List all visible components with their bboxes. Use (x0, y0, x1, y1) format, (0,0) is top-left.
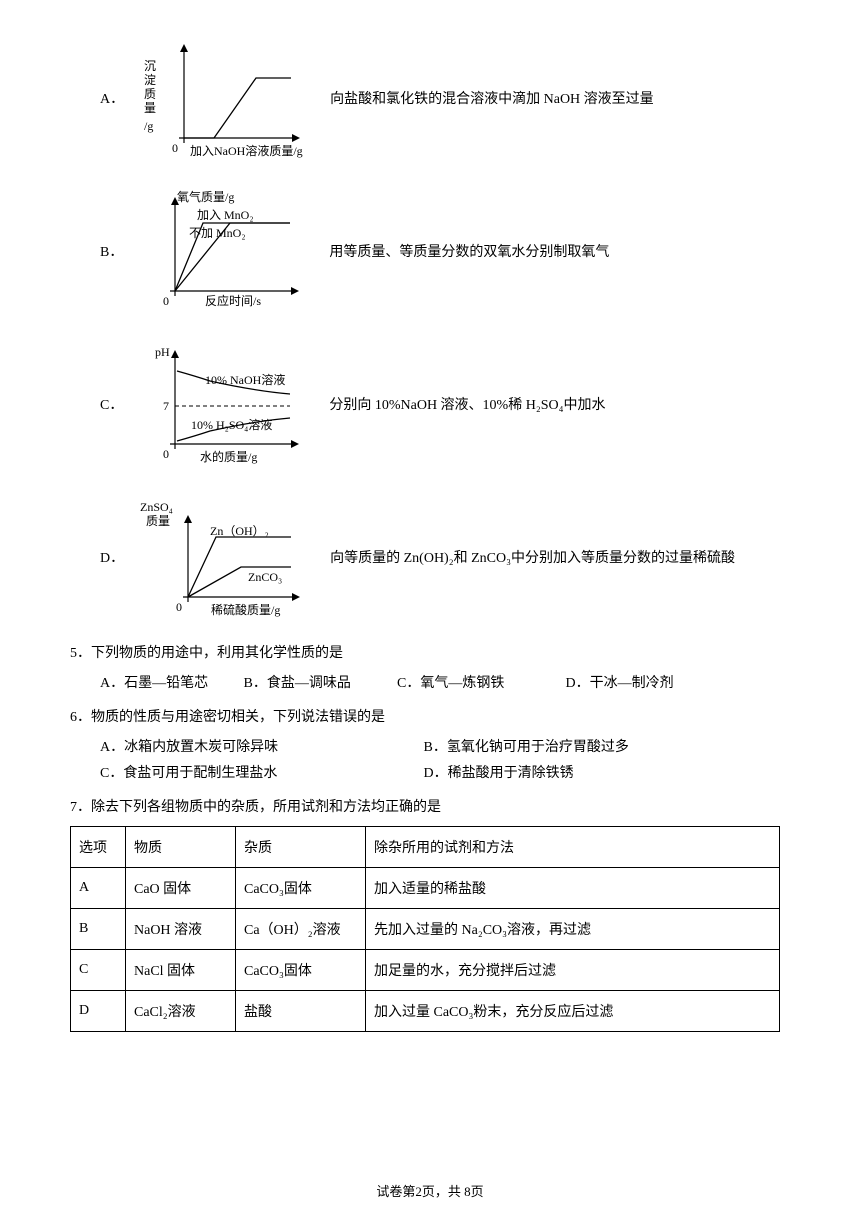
q6-stem: 6．物质的性质与用途密切相关，下列说法错误的是 (70, 706, 800, 726)
th-1: 物质 (126, 827, 236, 868)
option-b-row: B． 氧气质量/g 加入 MnO₂ 不加 MnO₂ 0 反应时间/s 用等质量、… (100, 183, 800, 318)
q6-a: A．冰箱内放置木炭可除异味 (100, 736, 420, 756)
option-c-row: C． pH 7 10% NaOH溶液 10% H₂SO₄溶液 0 水的质量/g … (100, 336, 800, 471)
page-footer: 试卷第2页，共 8页 (0, 1181, 860, 1200)
q5-b: B．食盐—调味品 (244, 672, 394, 692)
svg-text:10% H₂SO₄溶液: 10% H₂SO₄溶液 (191, 417, 272, 432)
q6-c: C．食盐可用于配制生理盐水 (100, 762, 420, 782)
svg-text:ZnSO₄: ZnSO₄ (140, 500, 173, 514)
option-a-letter: A． (100, 88, 124, 108)
table-row: D CaCl₂溶液 盐酸 加入过量 CaCO₃粉末，充分反应后过滤 (71, 991, 780, 1032)
q5-options: A．石墨—铅笔芯 B．食盐—调味品 C．氧气—炼钢铁 D．干冰—制冷剂 (100, 672, 800, 692)
q7-table: 选项 物质 杂质 除杂所用的试剂和方法 A CaO 固体 CaCO₃固体 加入适… (70, 826, 780, 1032)
option-c-graph: pH 7 10% NaOH溶液 10% H₂SO₄溶液 0 水的质量/g (135, 336, 305, 471)
table-header-row: 选项 物质 杂质 除杂所用的试剂和方法 (71, 827, 780, 868)
svg-text:反应时间/s: 反应时间/s (205, 293, 261, 308)
option-d-text: 向等质量的 Zn(OH)₂和 ZnCO₃中分别加入等质量分数的过量稀硫酸 (330, 547, 800, 567)
svg-text:Zn（OH）₂: Zn（OH）₂ (210, 524, 269, 538)
graph-a-ylabel: 沉淀质量 (144, 59, 156, 115)
q5-stem: 5．下列物质的用途中，利用其化学性质的是 (70, 642, 800, 662)
option-d-letter: D． (100, 547, 124, 567)
q5-c: C．氧气—炼钢铁 (397, 672, 562, 692)
q7-stem: 7．除去下列各组物质中的杂质，所用试剂和方法均正确的是 (70, 796, 800, 816)
q6-row1: A．冰箱内放置木炭可除异味 B．氢氧化钠可用于治疗胃酸过多 (100, 736, 800, 756)
th-0: 选项 (71, 827, 126, 868)
svg-text:0: 0 (163, 294, 169, 308)
option-a-graph: 沉淀质量 /g 0 加入NaOH溶液质量/g (136, 30, 306, 165)
option-b-graph: 氧气质量/g 加入 MnO₂ 不加 MnO₂ 0 反应时间/s (135, 183, 305, 318)
q5-a: A．石墨—铅笔芯 (100, 672, 240, 692)
svg-text:稀硫酸质量/g: 稀硫酸质量/g (211, 602, 280, 617)
option-b-letter: B． (100, 241, 123, 261)
svg-text:水的质量/g: 水的质量/g (200, 449, 257, 464)
svg-text:不加 MnO₂: 不加 MnO₂ (189, 226, 246, 240)
option-a-text: 向盐酸和氯化铁的混合溶液中滴加 NaOH 溶液至过量 (330, 88, 800, 108)
option-c-letter: C． (100, 394, 123, 414)
option-b-text: 用等质量、等质量分数的双氧水分别制取氧气 (329, 241, 800, 261)
table-row: B NaOH 溶液 Ca（OH）₂溶液 先加入过量的 Na₂CO₃溶液，再过滤 (71, 909, 780, 950)
option-d-row: D． ZnSO₄ 质量 Zn（OH）₂ ZnCO₃ 0 稀硫酸质量/g 向等质量… (100, 489, 800, 624)
svg-text:/g: /g (144, 119, 153, 133)
th-3: 除杂所用的试剂和方法 (366, 827, 780, 868)
table-row: C NaCl 固体 CaCO₃固体 加足量的水，充分搅拌后过滤 (71, 950, 780, 991)
q6-b: B．氢氧化钠可用于治疗胃酸过多 (424, 736, 744, 756)
svg-text:0: 0 (176, 600, 182, 614)
svg-text:10% NaOH溶液: 10% NaOH溶液 (205, 372, 285, 387)
svg-text:氧气质量/g: 氧气质量/g (177, 189, 234, 204)
svg-text:pH: pH (155, 345, 170, 359)
option-d-graph: ZnSO₄ 质量 Zn（OH）₂ ZnCO₃ 0 稀硫酸质量/g (136, 489, 306, 624)
th-2: 杂质 (236, 827, 366, 868)
q5-d: D．干冰—制冷剂 (566, 672, 706, 692)
svg-text:加入NaOH溶液质量/g: 加入NaOH溶液质量/g (190, 143, 303, 158)
svg-text:加入 MnO₂: 加入 MnO₂ (197, 208, 254, 222)
svg-text:质量: 质量 (146, 514, 170, 528)
svg-text:0: 0 (163, 447, 169, 461)
table-row: A CaO 固体 CaCO₃固体 加入适量的稀盐酸 (71, 868, 780, 909)
option-c-text: 分别向 10%NaOH 溶液、10%稀 H₂SO₄中加水 (329, 394, 800, 414)
option-a-row: A． 沉淀质量 /g 0 加入NaOH溶液质量/g 向盐酸和氯化铁的混合溶液中滴… (100, 30, 800, 165)
q6-row2: C．食盐可用于配制生理盐水 D．稀盐酸用于清除铁锈 (100, 762, 800, 782)
q6-d: D．稀盐酸用于清除铁锈 (424, 762, 744, 782)
svg-text:0: 0 (172, 141, 178, 155)
svg-text:ZnCO₃: ZnCO₃ (248, 570, 282, 584)
svg-text:7: 7 (163, 399, 169, 413)
